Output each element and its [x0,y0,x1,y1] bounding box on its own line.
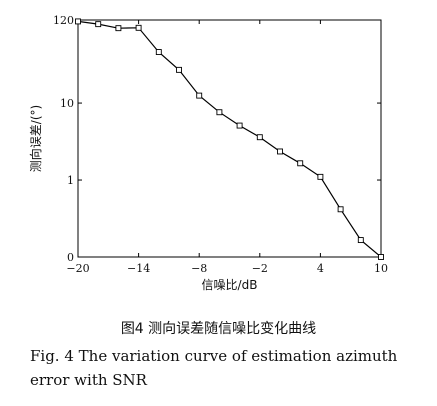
y-axis-label: 测向误差/(°) [28,105,43,172]
data-point-marker [176,66,182,73]
axis-ticks: −20 −14 −8 −2 4 10 0 1 10 120 [53,14,388,275]
x-tick-label: 4 [317,262,324,275]
data-point-marker [317,173,324,180]
data-point-marker [155,49,162,56]
x-tick-label: −20 [66,262,89,275]
data-point-marker [115,25,122,32]
data-point-marker [256,134,263,141]
data-point-marker [95,21,102,28]
x-tick-label: −2 [252,262,268,275]
data-point-marker [357,237,364,244]
y-tick-label: 120 [53,14,74,27]
y-tick-label: 1 [67,174,74,187]
figure-caption-english: Fig. 4 The variation curve of estimation… [30,347,398,389]
data-point-marker [236,122,243,129]
data-point-marker [135,24,142,31]
x-axis-label: 信噪比/dB [202,278,258,292]
x-tick-label: −14 [127,262,150,275]
data-point-marker [216,109,223,116]
data-point-marker [75,18,81,25]
plot-frame [77,19,382,258]
y-tick-label: 10 [60,97,74,110]
figure-caption-chinese: 图4 测向误差随信噪比变化曲线 [120,321,317,337]
data-point-marker [337,206,344,213]
x-tick-label: 10 [374,262,388,275]
data-point-marker [196,92,203,99]
x-tick-label: −8 [191,262,207,275]
series-group [75,18,384,260]
data-point-marker [297,160,304,167]
y-tick-label: 0 [67,251,74,264]
chart-svg: −20 −14 −8 −2 4 10 0 1 10 120 信噪比/dB 测向误差/(°) [28,14,388,292]
data-point-marker [277,148,283,155]
data-point-marker [378,254,384,260]
series-line [77,20,382,258]
